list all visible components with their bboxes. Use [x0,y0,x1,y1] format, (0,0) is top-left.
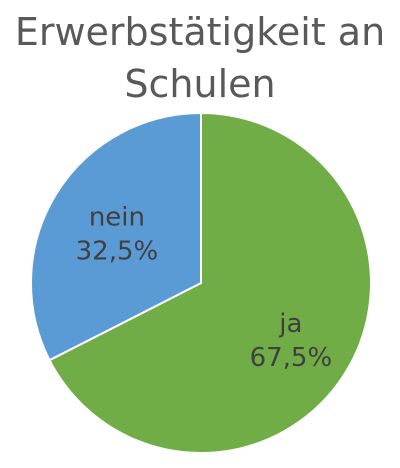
slice-value-label-ja: 67,5% [250,343,333,373]
slice-label-nein: nein [89,202,145,232]
slice-value-label-nein: 32,5% [76,236,159,266]
slice-label-ja: ja [278,309,302,339]
pie-slice-ja [48,111,372,454]
chart-title-line-2: Schulen [124,62,276,106]
pie-slice-nein [30,111,202,362]
chart-title-line-1: Erwerbstätigkeit an [14,10,386,54]
chart-title: Erwerbstätigkeit an Schulen [0,6,400,110]
